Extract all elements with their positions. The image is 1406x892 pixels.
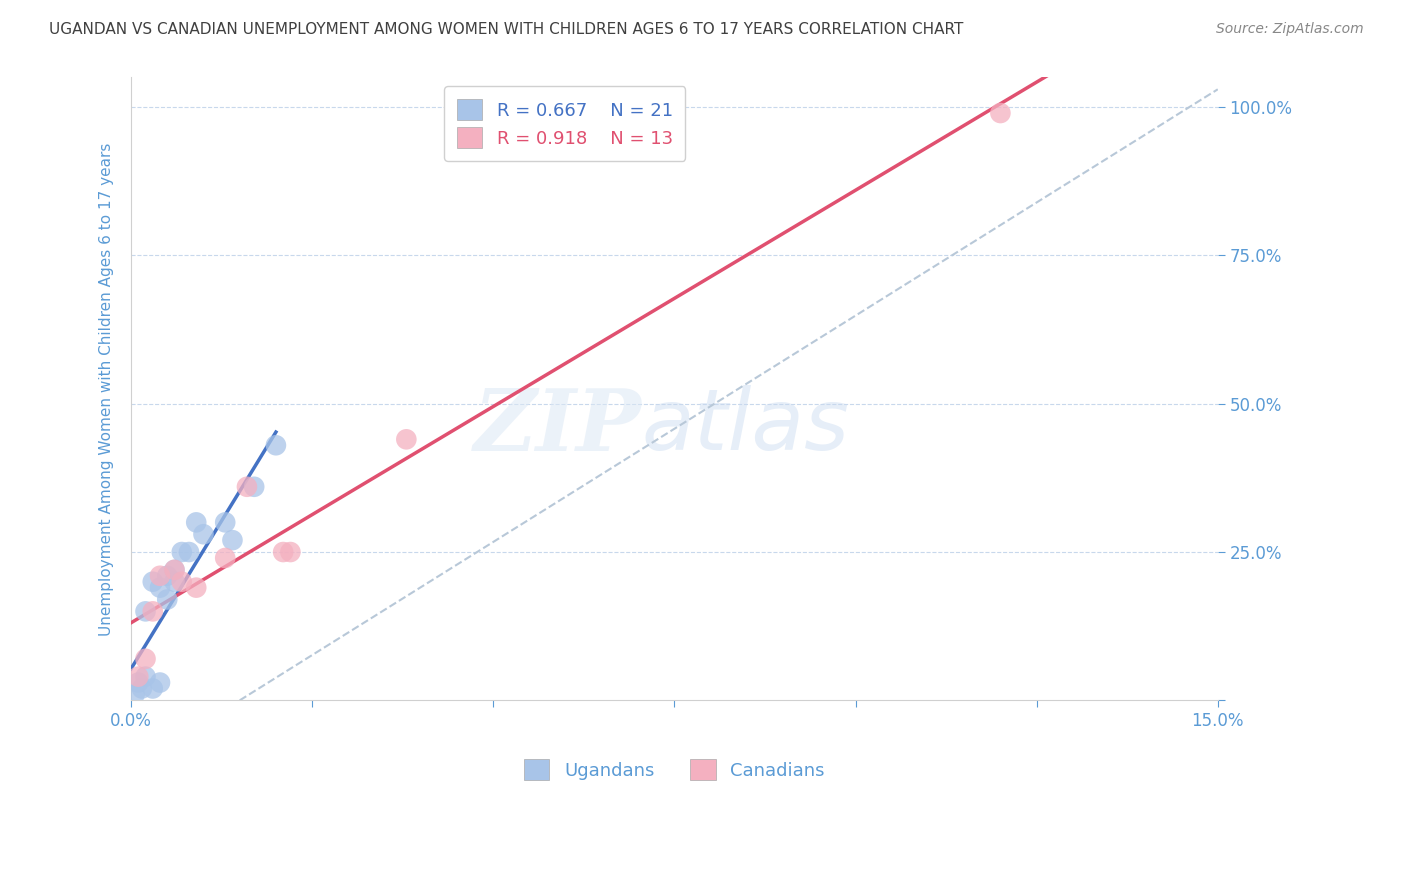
Point (243, 480, 266, 494)
Point (156, 568, 179, 582)
Point (236, 480, 259, 494)
Point (163, 563, 186, 577)
Point (134, 604, 156, 618)
Point (127, 670, 149, 684)
Point (280, 545, 302, 559)
Point (149, 581, 172, 595)
Point (124, 687, 146, 701)
Point (214, 516, 236, 530)
Y-axis label: Unemployment Among Women with Children Ages 6 to 17 years: Unemployment Among Women with Children A… (100, 142, 114, 636)
Point (163, 563, 186, 577)
Legend: Ugandans, Canadians: Ugandans, Canadians (512, 747, 837, 793)
Point (142, 681, 165, 696)
Text: UGANDAN VS CANADIAN UNEMPLOYMENT AMONG WOMEN WITH CHILDREN AGES 6 TO 17 YEARS CO: UGANDAN VS CANADIAN UNEMPLOYMENT AMONG W… (49, 22, 963, 37)
Point (395, 433, 418, 447)
Point (134, 652, 156, 666)
Point (149, 675, 172, 690)
Point (170, 545, 193, 559)
Point (170, 574, 193, 589)
Point (214, 551, 236, 566)
Point (186, 516, 208, 530)
Point (134, 670, 156, 684)
Point (264, 438, 287, 452)
Point (990, 106, 1012, 120)
Point (149, 568, 172, 582)
Point (131, 681, 153, 696)
Point (177, 545, 200, 559)
Text: ZIP: ZIP (474, 384, 641, 468)
Point (142, 574, 165, 589)
Text: Source: ZipAtlas.com: Source: ZipAtlas.com (1216, 22, 1364, 37)
Point (271, 545, 294, 559)
Point (193, 527, 215, 541)
Point (221, 533, 243, 548)
Point (127, 675, 149, 690)
Point (142, 604, 165, 618)
Point (156, 592, 179, 607)
Point (163, 574, 186, 589)
Text: atlas: atlas (641, 384, 849, 467)
Point (186, 581, 208, 595)
